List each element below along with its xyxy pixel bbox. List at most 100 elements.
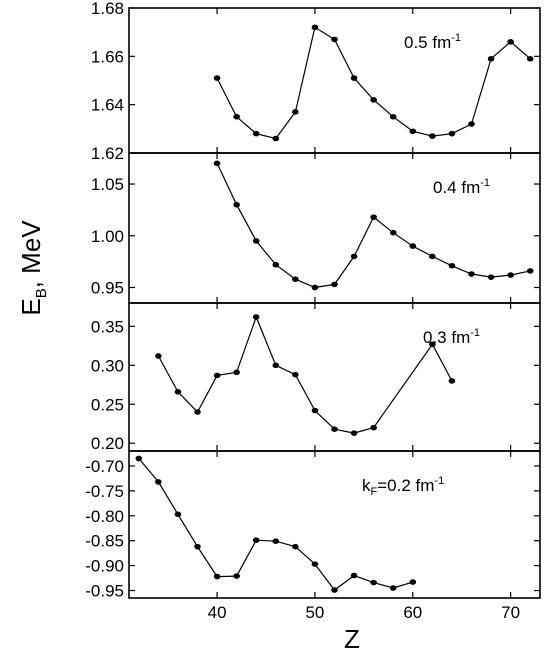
data-point [389,229,397,236]
data-point [448,378,456,384]
data-point [448,130,456,137]
panel-frame [128,152,541,304]
panel-2: 0.95 1.00 1.05 0.4 fm-1 [91,152,541,304]
data-point [311,284,319,291]
x-axis: 40 50 60 70 [208,603,520,622]
data-point [389,585,397,591]
y-tick-label: 1.62 [91,144,124,163]
y-tick-label: -0.90 [85,557,124,576]
data-point [331,426,338,432]
data-point [468,271,475,277]
y-tick-label: -0.75 [85,482,124,501]
data-point [409,579,417,585]
data-point [272,135,280,142]
data-point [252,537,260,543]
panel-label-superscript: -1 [434,475,444,487]
data-point [292,109,299,115]
data-point [233,201,240,208]
x-axis-title: Z [344,624,360,654]
panels-group: 1.621.641.661.680.5 fm-10.951.001.05 0.4 … [85,0,541,601]
data-point [370,97,377,103]
x-tick-label: 50 [305,603,324,622]
panel-label: 0.4 fm-1 [433,177,490,197]
panel-3: 0.20 0.25 0.30 0.35 0.3 fm-1 [91,302,541,453]
series-line [157,315,453,434]
y-title-subscript: B [33,288,50,298]
data-point [331,281,338,288]
data-point [350,75,358,81]
y-axis-title: EB, MeV [16,220,50,316]
data-point [213,75,221,81]
data-point [292,276,299,283]
panel-1: 1.62 1.64 1.66 1.68 0.5 fm-1 [91,0,541,163]
data-point [272,362,280,369]
y-tick-label: 1.68 [91,0,124,18]
data-point [526,55,534,62]
data-point [487,55,495,62]
y-tick-label: 1.05 [91,175,124,194]
series-line [216,26,531,140]
data-point [331,587,338,593]
data-point [409,128,417,135]
data-point [213,573,221,580]
panel-label-main: 0.4 fm [433,178,480,197]
data-point [350,253,358,260]
data-point [429,253,436,260]
y-tick-label: 1.64 [91,96,124,115]
data-point [155,353,162,359]
data-point [135,455,143,462]
data-point [252,130,260,137]
data-point [429,133,436,139]
y-title-base: E [16,298,46,315]
data-point [213,160,221,167]
y-tick-label: -0.80 [85,507,124,526]
data-point [272,538,280,544]
data-point [350,430,358,436]
panel-label: 0.3 fm-1 [423,327,480,347]
panel-frame [128,7,541,154]
series-line [138,458,413,591]
panel-label-k: k [362,476,371,495]
data-point [448,262,456,269]
data-point [233,113,240,120]
data-point [389,113,397,120]
data-point [370,214,377,220]
data-point [370,579,377,586]
data-point [194,543,201,550]
x-tick-label: 60 [403,603,422,622]
y-title-unit: , MeV [16,220,46,289]
panel-label-main: 0.3 fm [423,328,470,347]
data-point [194,409,201,415]
panel-label-main: 0.5 fm [404,33,451,52]
data-point [252,314,260,320]
data-point [507,39,514,45]
panel-4: -0.70 -0.75 -0.80 -0.85 -0.90 -0.95 kF=0.2 fm-… [85,450,541,601]
panel-label-superscript: -1 [451,32,461,44]
data-point [292,543,299,550]
data-point [526,268,534,274]
data-point [155,479,162,485]
data-point [507,272,514,278]
y-tick-label: -0.70 [85,457,124,476]
y-tick-label: 1.66 [91,47,124,66]
y-tick-label: 1.00 [91,227,124,246]
panel-label-subscript: F [371,486,378,498]
data-point [331,36,338,43]
data-point [350,572,358,579]
data-point [233,573,240,579]
data-point [174,389,182,395]
y-tick-label: 0.25 [91,395,124,414]
data-point [292,371,299,378]
data-point [370,424,377,431]
panel-label: kF=0.2 fm-1 [362,475,444,498]
data-point [252,238,260,244]
data-point [311,561,319,567]
x-tick-label: 70 [501,603,520,622]
y-tick-label: 0.30 [91,356,124,375]
data-point [487,274,495,280]
panel-label-superscript: -1 [480,177,490,189]
panel-label: 0.5 fm-1 [404,32,461,52]
y-tick-label: -0.95 [85,582,124,601]
data-point [272,261,280,268]
